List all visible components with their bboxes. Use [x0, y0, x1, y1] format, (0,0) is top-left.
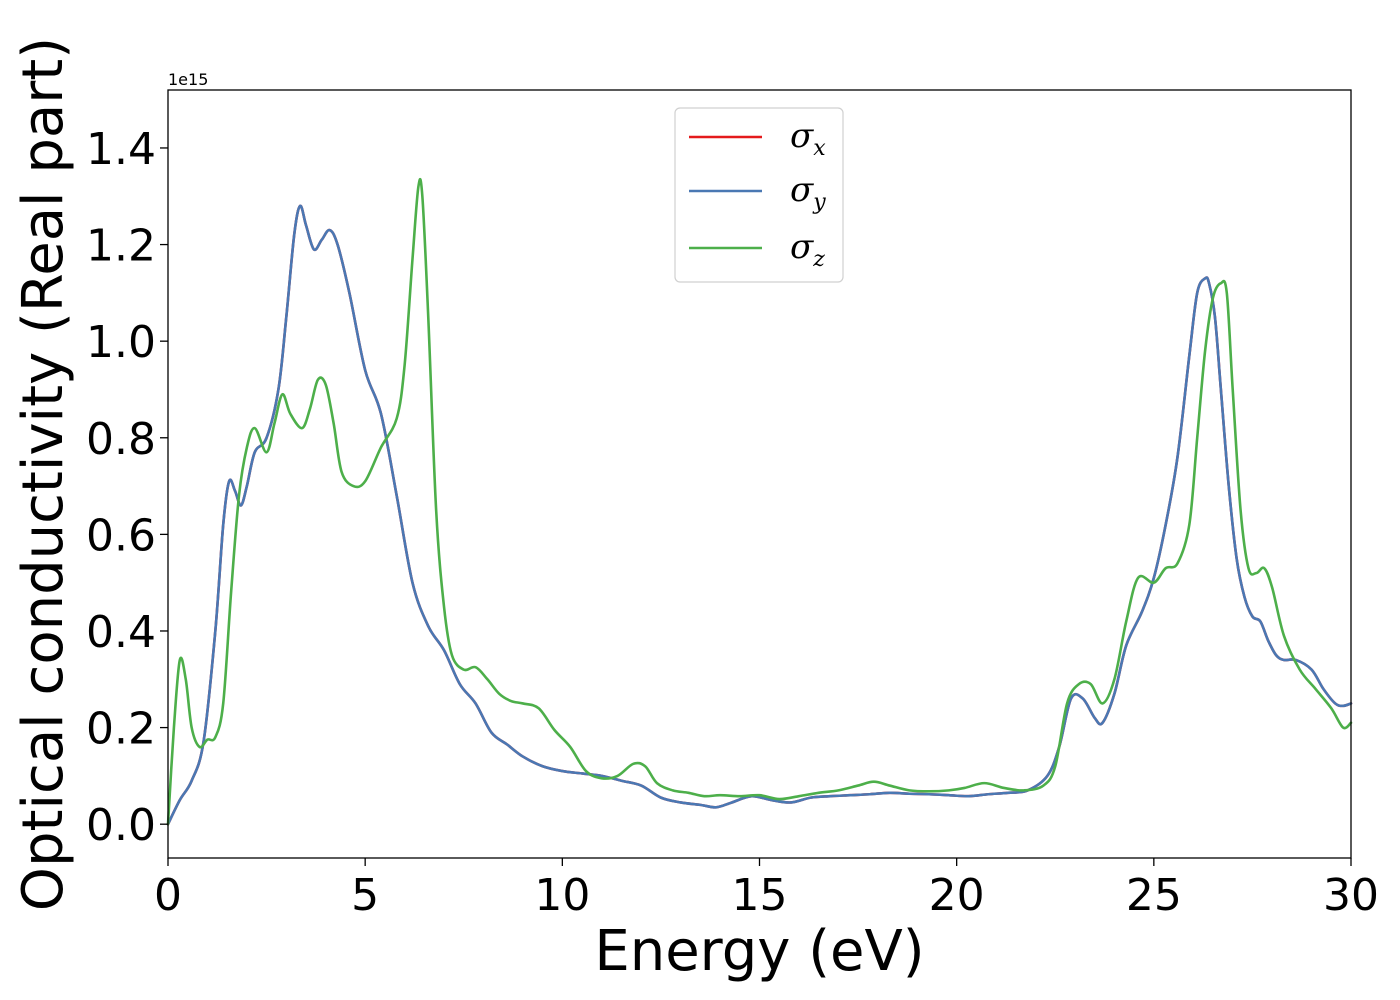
y-tick-label: 1.2	[86, 221, 156, 272]
y-axis-label: Optical conductivity (Real part)	[11, 37, 76, 911]
y-tick-label: 0.4	[86, 607, 156, 658]
x-tick-label: 30	[1323, 870, 1379, 921]
legend-entries: σx σy σz	[689, 116, 826, 272]
x-axis: 0 5 10 15 20 25 30	[154, 858, 1379, 921]
series-line-y	[166, 204, 1353, 826]
x-tick-label: 20	[929, 870, 985, 921]
legend-box	[674, 107, 844, 283]
y-tick-label: 1.0	[86, 317, 156, 368]
x-tick-label: 15	[732, 870, 788, 921]
x-tick-label: 25	[1126, 870, 1182, 921]
x-axis-label: Energy (eV)	[594, 919, 924, 984]
legend-label-x: σx	[790, 116, 826, 161]
x-tick-label: 5	[351, 870, 379, 921]
legend-label-z: σz	[790, 227, 825, 272]
x-tick-label: 10	[534, 870, 590, 921]
legend-label-y: σy	[790, 170, 826, 215]
y-tick-label: 0.2	[86, 704, 156, 755]
series-layer	[166, 178, 1353, 826]
y-tick-label: 1.4	[86, 124, 156, 175]
x-tick-label: 0	[154, 870, 182, 921]
y-tick-label: 0.6	[86, 510, 156, 561]
y-axis: 0.0 0.2 0.4 0.6 0.8 1.0 1.2 1.4	[86, 124, 168, 851]
legend: σx σy σz	[674, 107, 844, 283]
y-tick-label: 0.8	[86, 414, 156, 465]
y-offset-text: 1e15	[168, 70, 208, 89]
series-line-z	[166, 178, 1353, 826]
y-tick-label: 0.0	[86, 800, 156, 851]
